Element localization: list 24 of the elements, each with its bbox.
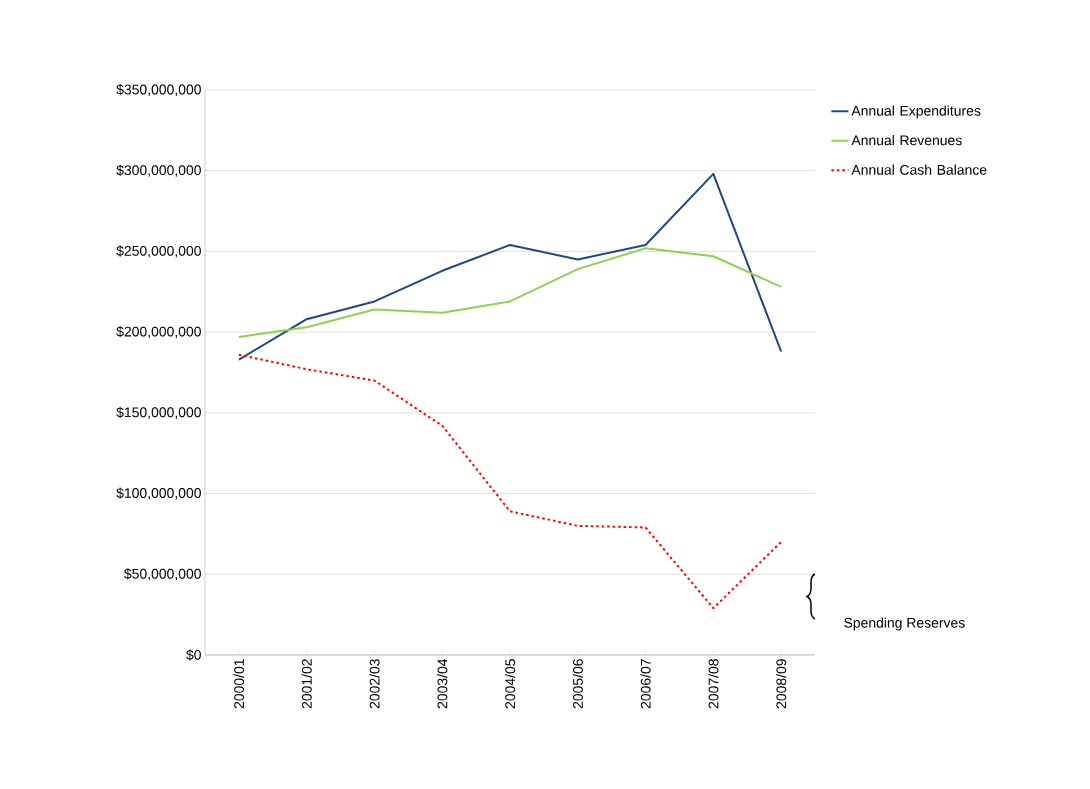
x-tick-label: 2006/07 xyxy=(640,659,651,709)
x-tick-label: 2007/08 xyxy=(708,659,719,709)
x-tick-label: 2005/06 xyxy=(572,659,583,709)
x-tick-label: 2002/03 xyxy=(369,659,380,709)
line-series xyxy=(237,172,783,361)
legend-label: Annual Cash Balance xyxy=(851,164,987,175)
x-tick-label: 2001/02 xyxy=(301,659,312,709)
y-tick-label: $250,000,000 xyxy=(116,245,201,258)
line-series xyxy=(237,353,783,610)
text: Spending Reserves xyxy=(844,617,965,631)
x-tick-label: 2000/01 xyxy=(233,659,245,709)
legend-label: Annual Revenues xyxy=(851,135,962,146)
y-tick-label: $150,000,000 xyxy=(116,406,201,419)
x-tick-label: 2003/04 xyxy=(437,658,448,709)
x-tick-label: 2004/05 xyxy=(504,659,516,709)
y-tick-label: $200,000,000 xyxy=(116,326,201,339)
x-tick-label: 2008/09 xyxy=(775,659,787,709)
y-tick-label: $0 xyxy=(186,649,201,661)
line-series xyxy=(237,247,783,338)
y-tick-label: $350,000,000 xyxy=(116,83,201,97)
legend-label: Annual Expenditures xyxy=(851,105,981,119)
y-tick-label: $100,000,000 xyxy=(116,487,201,500)
y-tick-label: $50,000,000 xyxy=(124,568,201,581)
y-tick-label: $300,000,000 xyxy=(116,164,201,177)
